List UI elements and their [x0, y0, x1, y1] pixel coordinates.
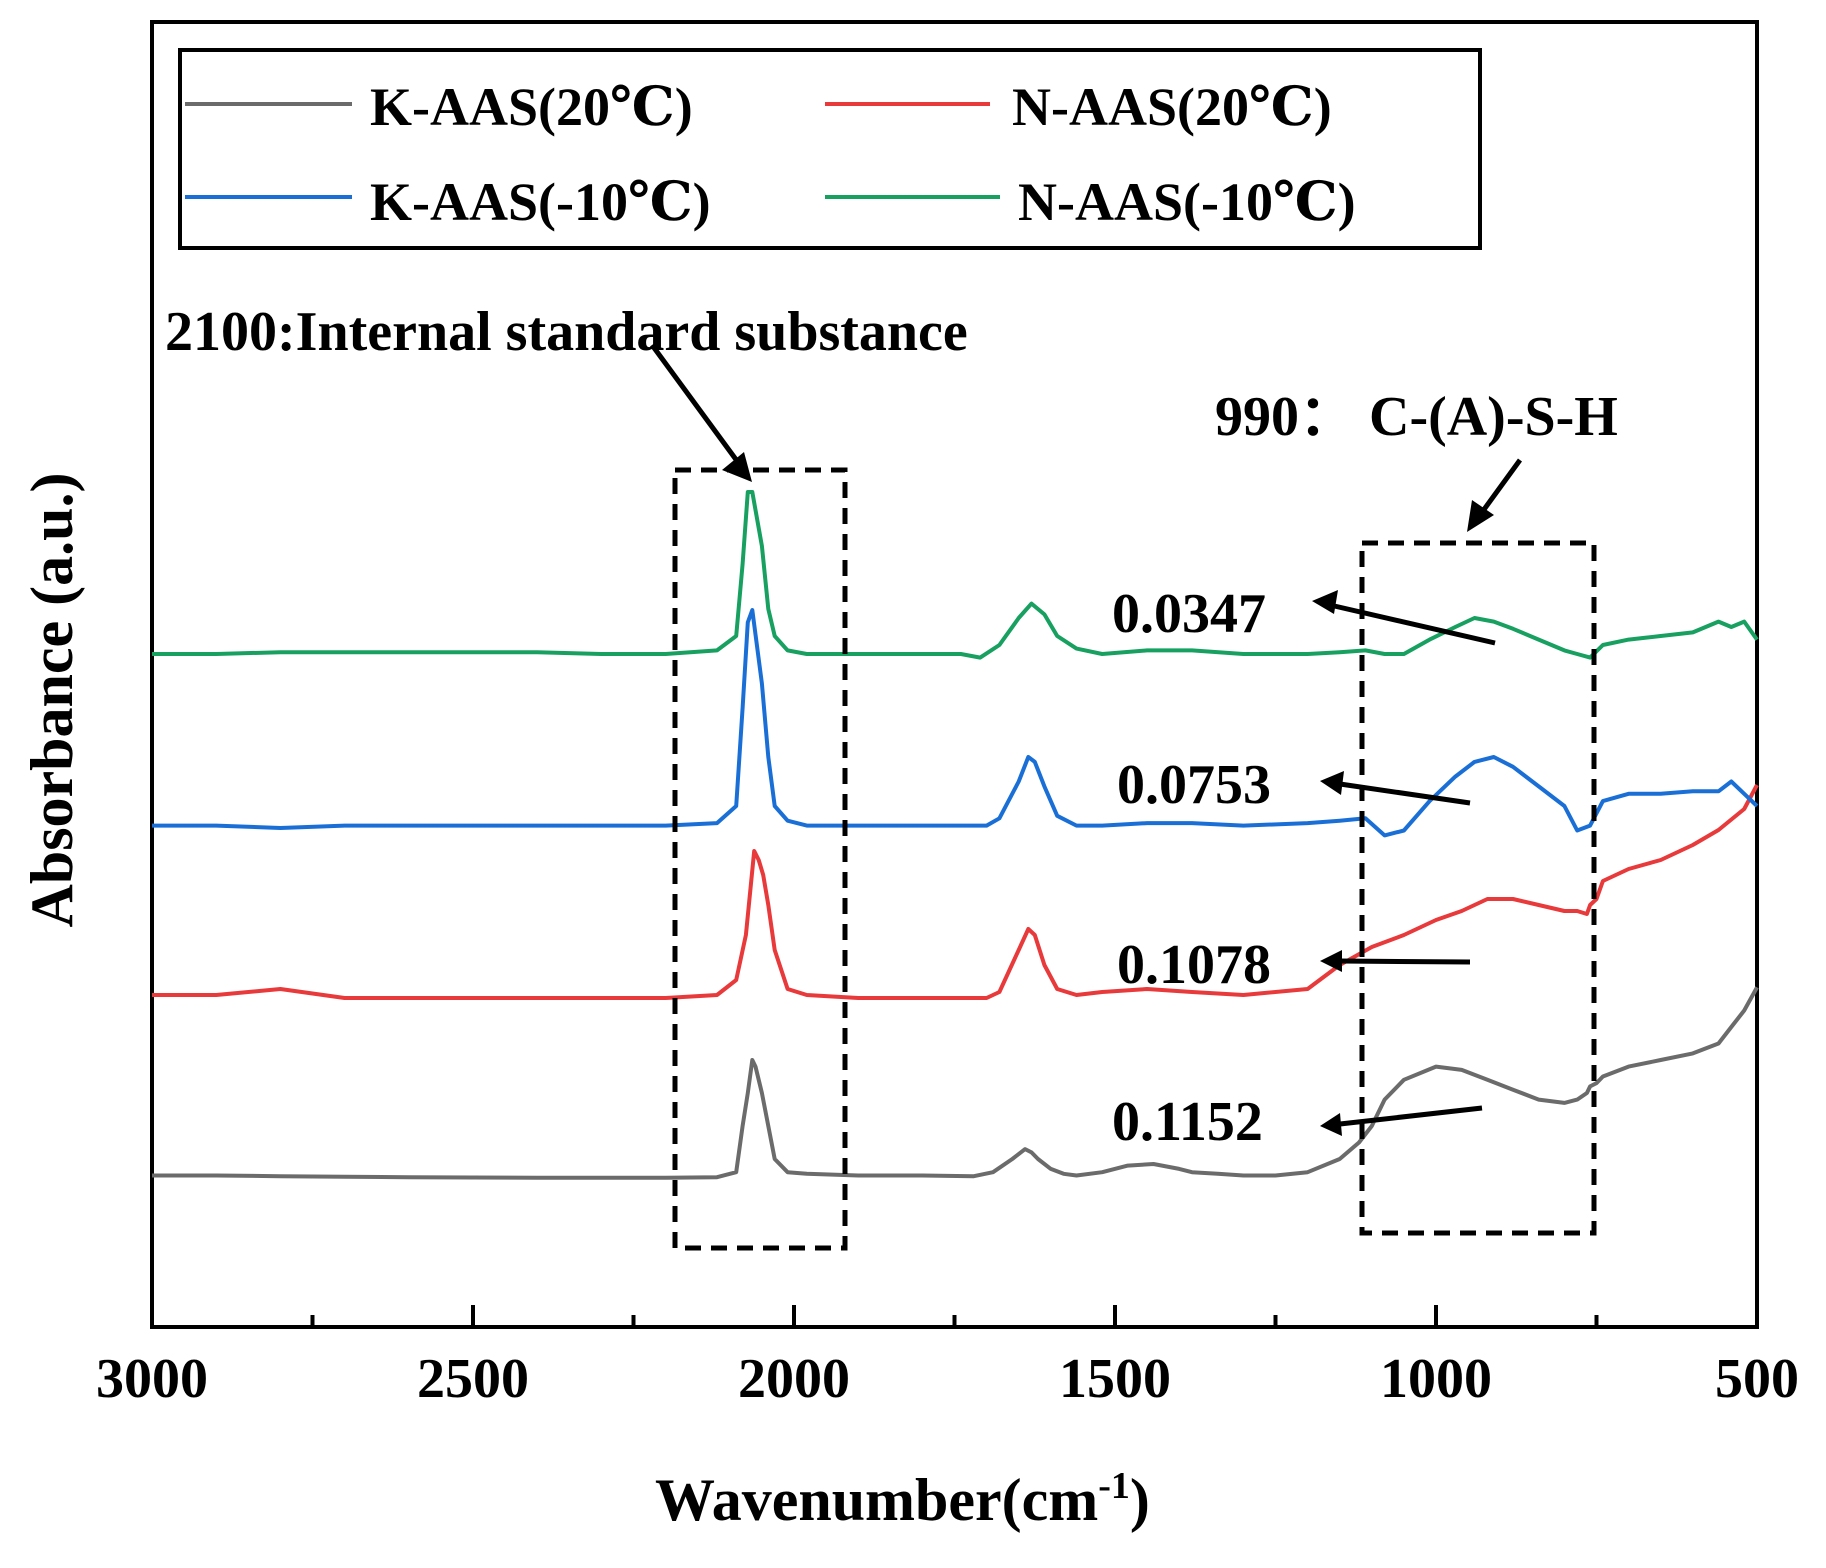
legend-label-km10: K-AAS(-10℃)	[370, 172, 711, 232]
value-arrow-1152	[1339, 1105, 1483, 1127]
x-tick-label: 1500	[1059, 1348, 1171, 1410]
legend: K-AAS(20℃) N-AAS(20℃) K-AAS(-10℃) N-AAS(…	[178, 48, 1482, 250]
value-label-1078: 0.1078	[1117, 934, 1271, 996]
box-internal-standard	[672, 467, 848, 1251]
x-tick-label: 2000	[738, 1348, 850, 1410]
value-label-0347: 0.0347	[1112, 583, 1266, 645]
arrow-csh	[1477, 458, 1523, 517]
series-line-3	[152, 490, 1759, 660]
legend-label-n20: N-AAS(20℃)	[1012, 77, 1332, 137]
series-line-2	[152, 608, 1759, 838]
value-arrowhead-0347	[1312, 590, 1338, 614]
series-group	[152, 490, 1759, 1180]
legend-label-k20: K-AAS(20℃)	[370, 77, 693, 137]
x-axis-label: Wavenumber(cm-1)	[655, 1465, 1150, 1533]
value-label-1152: 0.1152	[1112, 1091, 1263, 1153]
x-tick-label: 1000	[1380, 1348, 1492, 1410]
x-tick-label: 3000	[96, 1348, 208, 1410]
value-arrowhead-1078	[1320, 950, 1342, 972]
value-label-0753: 0.0753	[1117, 754, 1271, 816]
y-axis-label: Absorbance (a.u.)	[19, 472, 85, 927]
box-csh	[1359, 540, 1597, 1236]
arrowhead-internal-standard	[722, 452, 752, 482]
x-tick-label: 500	[1715, 1348, 1799, 1410]
x-axis-ticks: 3000 2500 2000 1500 1000 500	[96, 1305, 1799, 1410]
annotation-csh: 990： C-(A)-S-H	[1215, 386, 1618, 448]
series-line-0	[152, 986, 1759, 1180]
value-arrowhead-0753	[1320, 771, 1344, 795]
value-arrow-1078	[1339, 958, 1471, 965]
legend-frame	[178, 48, 1482, 250]
value-arrow-0753	[1339, 781, 1471, 806]
x-tick-label: 2500	[417, 1348, 529, 1410]
value-arrow-0347	[1329, 602, 1496, 646]
annotation-internal-standard: 2100:Internal standard substance	[165, 301, 968, 363]
legend-label-nm10: N-AAS(-10℃)	[1018, 172, 1356, 232]
arrow-internal-standard	[649, 343, 743, 467]
value-arrowhead-1152	[1320, 1113, 1342, 1136]
series-line-1	[152, 784, 1759, 1000]
arrowhead-csh	[1467, 500, 1494, 532]
